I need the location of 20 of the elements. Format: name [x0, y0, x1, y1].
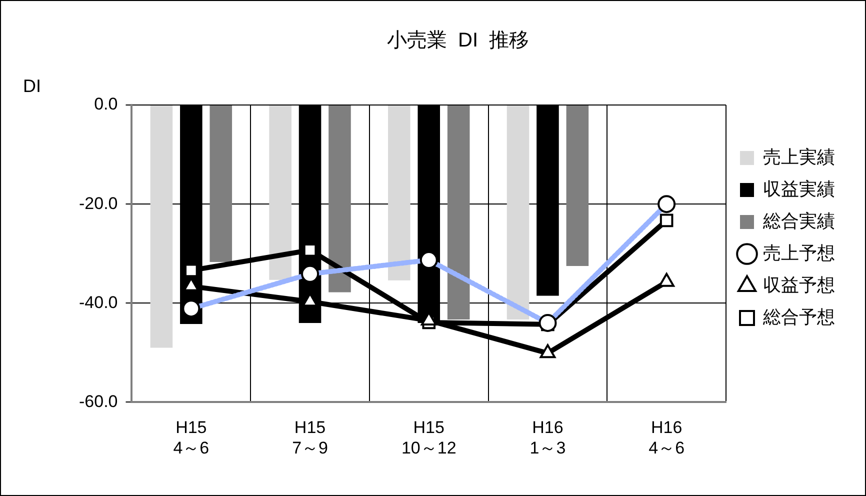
y-tick-label: -20.0	[79, 194, 118, 213]
x-tick-label: H16 1～3	[530, 418, 566, 458]
legend-label: 総合実績	[762, 210, 835, 231]
x-tick-label: H15 7～9	[292, 418, 328, 458]
legend-label: 売上実績	[763, 146, 835, 167]
x-tick-label: H15 10～12	[401, 418, 456, 458]
point	[660, 214, 674, 228]
x-tick-label: H15 4～6	[173, 418, 210, 458]
chart-title: 小売業 DI 推移	[386, 30, 530, 52]
legend-label: 収益実績	[763, 178, 835, 199]
point	[184, 264, 198, 278]
x-tick-label: H16 4～6	[648, 418, 685, 458]
y-tick-label: 0.0	[94, 94, 118, 114]
point	[540, 344, 556, 358]
y-tick-label: -60.0	[79, 392, 118, 411]
y-axis-title: DI	[23, 76, 41, 96]
legend-label: 収益予想	[763, 274, 835, 295]
legend-label: 総合予想	[762, 306, 835, 327]
y-tick-label: -40.0	[79, 292, 118, 312]
legend-label: 売上予想	[763, 242, 835, 263]
